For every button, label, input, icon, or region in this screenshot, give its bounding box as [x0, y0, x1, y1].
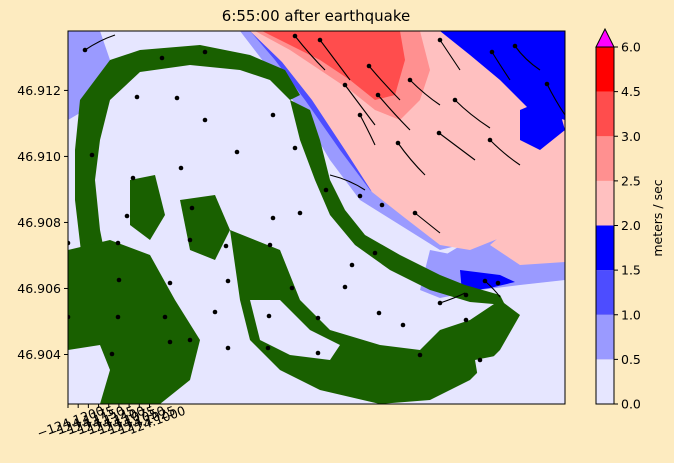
- arrow: [368, 65, 401, 101]
- inner-pool-2: [378, 300, 405, 330]
- y-tick-label: 46.904: [17, 347, 61, 362]
- colorbar-label: meters / sec: [650, 179, 665, 256]
- land-central-patch: [180, 195, 230, 260]
- arrow: [438, 132, 476, 161]
- colorbar-segment: [596, 314, 614, 360]
- velocity-arrow-dots: [68, 33, 550, 363]
- colorbar: 0.0 0.5 1.0 1.5 2.0 2.5 3.0 4.5 6.0: [595, 27, 641, 412]
- inner-pool-1: [250, 300, 340, 360]
- colorbar-segment: [596, 180, 614, 226]
- colorbar-tick-label: 1.0: [621, 307, 641, 322]
- colorbar-tick-label: 0.0: [621, 397, 641, 412]
- arrow: [514, 45, 541, 71]
- arrow: [319, 39, 351, 81]
- axes-frame: [67, 30, 566, 405]
- colorbar-segment: [596, 47, 614, 92]
- colorbar-tick-label: 1.5: [621, 263, 641, 278]
- arrow: [439, 292, 466, 304]
- arrow: [294, 35, 326, 71]
- y-tick-label: 46.910: [17, 149, 61, 164]
- velocity-arrows: [84, 34, 565, 304]
- channel-band-2p0: [250, 31, 565, 250]
- ocean-northeast-fast: [540, 31, 565, 70]
- land-east-spit: [290, 100, 505, 305]
- y-axis: 46.904 46.906 46.908 46.910 46.912: [17, 83, 68, 362]
- colorbar-segment: [596, 136, 614, 181]
- colorbar-segment: [596, 359, 614, 404]
- colorbar-segment: [596, 270, 614, 315]
- land-west-patch: [130, 175, 165, 240]
- ocean-east-patch: [520, 95, 565, 150]
- land-gap-sw: [68, 345, 110, 404]
- colorbar-segment: [596, 225, 614, 271]
- arrow: [359, 114, 376, 146]
- colorbar-tick-label: 2.5: [621, 173, 641, 188]
- y-tick-label: 46.906: [17, 281, 61, 296]
- land-south-central: [230, 230, 520, 404]
- arrow: [454, 99, 491, 129]
- arrow: [439, 39, 461, 71]
- arrow: [84, 34, 116, 51]
- south-channel-fast: [460, 270, 515, 292]
- colorbar-tick-label: 6.0: [621, 40, 641, 55]
- arrow: [397, 142, 426, 176]
- x-axis: −124.1200−124.1175−124.1150−124.1125−124…: [35, 403, 188, 441]
- y-tick-label: 46.912: [17, 83, 61, 98]
- arrow: [546, 83, 565, 116]
- map-panel: [68, 31, 565, 404]
- y-tick-label: 46.908: [17, 215, 61, 230]
- arrow: [414, 212, 441, 234]
- channel-band-3p0: [262, 31, 405, 100]
- colorbar-tick-label: 2.0: [621, 218, 641, 233]
- plot-title: 6:55:00 after earthquake: [222, 7, 410, 25]
- arrow: [409, 79, 441, 106]
- arrow: [377, 94, 411, 131]
- colorbar-tick-label: 3.0: [621, 129, 641, 144]
- colorbar-segment: [596, 91, 614, 137]
- arrow: [489, 139, 521, 166]
- colorbar-tick-label: 0.5: [621, 352, 641, 367]
- west-band: [68, 31, 110, 120]
- colorbar-extend-arrow: [595, 27, 615, 48]
- arrow: [491, 51, 511, 81]
- arrow: [329, 174, 366, 191]
- inner-pool-3: [475, 355, 510, 385]
- arrow: [344, 84, 376, 126]
- colorbar-tick-label: 4.5: [621, 84, 641, 99]
